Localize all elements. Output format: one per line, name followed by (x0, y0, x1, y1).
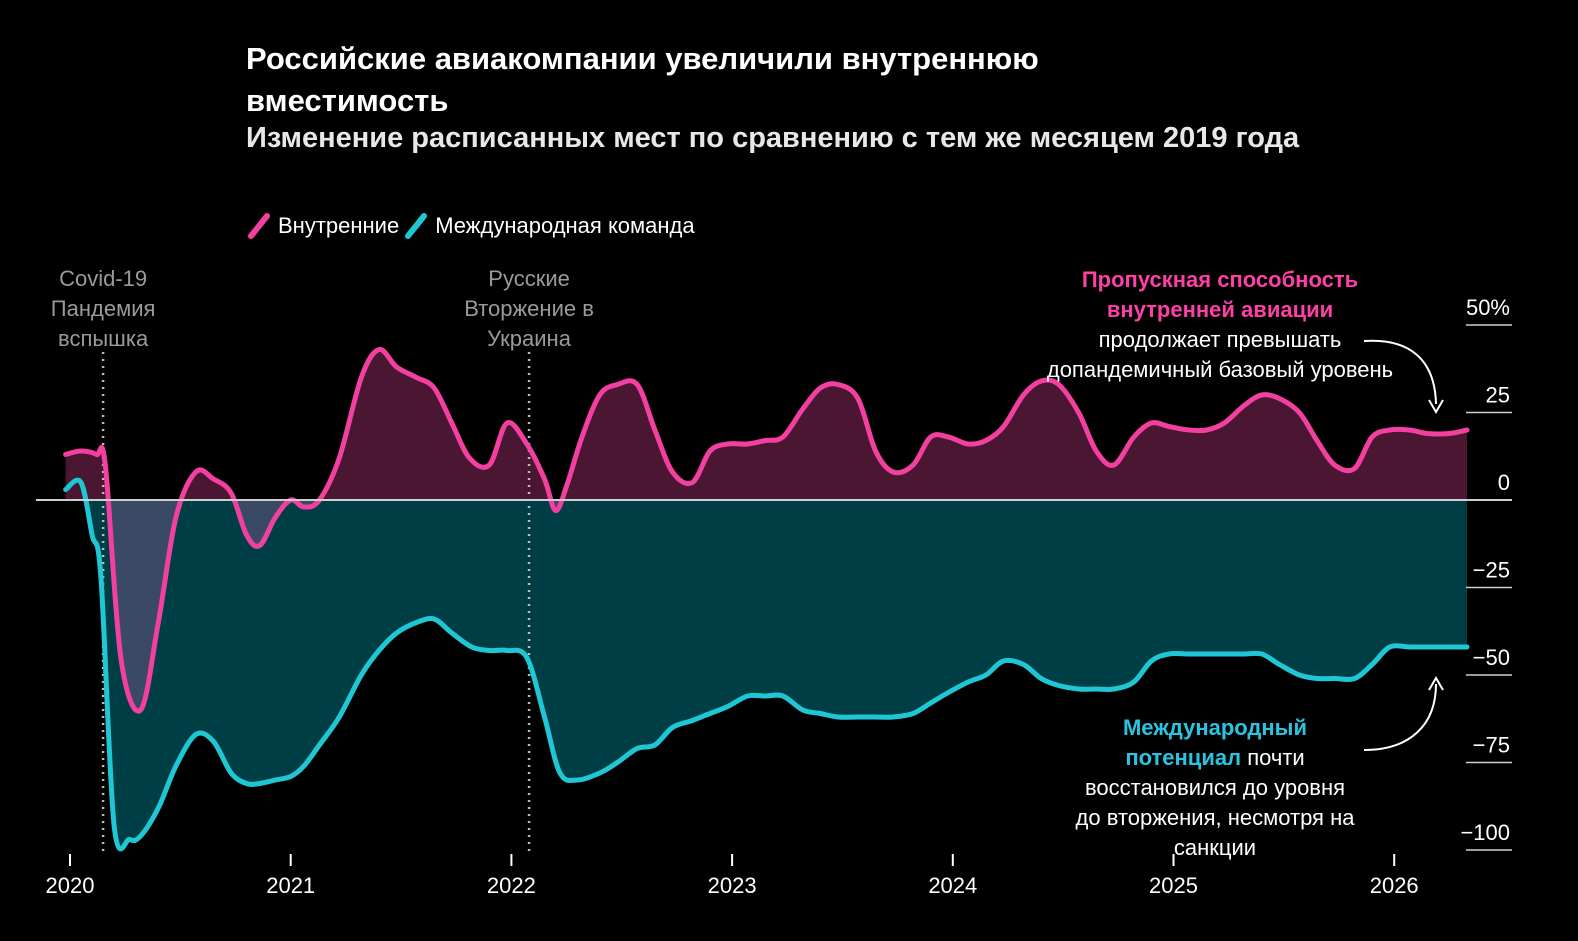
annotation-domestic-text: продолжает превышать допандемичный базов… (1046, 327, 1394, 382)
y-tick-label-1: 25 (1486, 383, 1510, 408)
annotation-international: Международный потенциал почти восстанови… (1075, 713, 1355, 863)
event-label-0-2: вспышка (58, 326, 149, 351)
area-international (65, 480, 1468, 849)
arrowhead-domestic (1428, 399, 1444, 414)
event-label-0-1: Пандемия (51, 296, 156, 321)
x-tick-label-2024: 2024 (928, 873, 977, 898)
event-label-0-0: Covid-19 (59, 266, 147, 291)
annotation-domestic-highlight: Пропускная способность внутренней авиаци… (1081, 267, 1359, 322)
y-tick-label-0: 50% (1466, 295, 1510, 320)
area-domestic-positive (65, 349, 1468, 500)
event-label-1-1: Вторжение в (464, 296, 594, 321)
annotation-international-highlight: Международный потенциал (1122, 715, 1307, 770)
legend-swatch-international (405, 213, 428, 239)
x-tick-label-2025: 2025 (1149, 873, 1198, 898)
legend-label-international: Международная команда (435, 213, 695, 238)
chart-title: Российские авиакомпании увеличили внутре… (246, 41, 1039, 118)
legend-swatch-domestic (248, 213, 270, 239)
arrowhead-international (1428, 676, 1444, 691)
x-tick-label-2026: 2026 (1370, 873, 1419, 898)
chart-subtitle: Изменение расписанных мест по сравнению … (246, 122, 1300, 154)
y-tick-label-3: −25 (1473, 558, 1510, 583)
line-international (63, 477, 1470, 852)
legend-item-international: Международная команда (403, 211, 695, 241)
annotation-international-text: почти восстановился до уровня до вторжен… (1075, 745, 1355, 860)
legend-item-domestic: Внутренние (246, 211, 399, 241)
x-tick-label-2021: 2021 (266, 873, 315, 898)
annotation-domestic: Пропускная способность внутренней авиаци… (1040, 265, 1400, 385)
x-tick-label-2022: 2022 (487, 873, 536, 898)
arrow-international (1363, 683, 1437, 751)
x-tick-label-2020: 2020 (46, 873, 95, 898)
y-tick-label-5: −75 (1473, 733, 1510, 758)
arrow-domestic (1363, 339, 1437, 405)
y-tick-label-4: −50 (1473, 645, 1510, 670)
legend-label-domestic: Внутренние (278, 213, 400, 238)
x-tick-label-2023: 2023 (708, 873, 757, 898)
line-domestic (63, 346, 1470, 714)
legend: Внутренние Международная команда (246, 210, 699, 242)
event-label-1-0: Русские (488, 266, 570, 291)
event-label-1-2: Украина (487, 326, 572, 351)
y-tick-label-2: 0 (1498, 470, 1510, 495)
y-tick-label-6: −100 (1460, 820, 1510, 845)
